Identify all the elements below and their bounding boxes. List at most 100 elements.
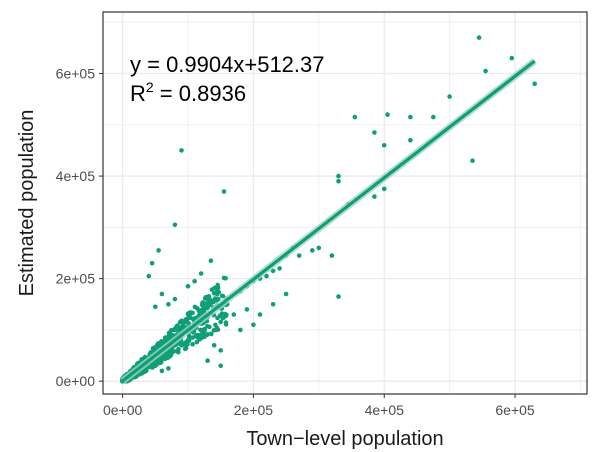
data-point bbox=[316, 245, 322, 251]
y-tick-label: 6e+05 bbox=[56, 66, 96, 82]
y-tick-label: 4e+05 bbox=[56, 168, 96, 184]
r-squared-base: R bbox=[130, 81, 146, 106]
data-point bbox=[214, 327, 219, 333]
data-point bbox=[213, 322, 218, 328]
data-point bbox=[206, 301, 212, 307]
data-point bbox=[208, 331, 214, 337]
data-point bbox=[202, 326, 207, 332]
data-point bbox=[169, 348, 174, 353]
data-point bbox=[186, 338, 192, 343]
data-point bbox=[381, 186, 387, 192]
data-point bbox=[381, 143, 387, 148]
regression-equation: y = 0.9904x+512.37 bbox=[130, 52, 325, 77]
data-point bbox=[222, 311, 228, 317]
data-point bbox=[183, 320, 189, 325]
data-point bbox=[172, 222, 178, 228]
data-point bbox=[185, 284, 191, 289]
y-axis-title: Estimated population bbox=[16, 110, 38, 297]
data-point bbox=[205, 358, 210, 364]
data-point bbox=[149, 260, 155, 266]
data-point bbox=[270, 302, 276, 307]
data-point bbox=[385, 112, 390, 117]
data-point bbox=[153, 363, 158, 369]
data-point bbox=[509, 55, 515, 61]
data-point bbox=[336, 294, 341, 299]
data-point bbox=[153, 304, 158, 310]
data-point bbox=[204, 305, 209, 311]
data-point bbox=[203, 295, 209, 300]
data-point bbox=[336, 173, 341, 179]
data-point bbox=[296, 253, 302, 258]
data-point bbox=[264, 273, 269, 279]
data-point bbox=[336, 178, 341, 184]
data-point bbox=[185, 311, 191, 316]
data-point bbox=[221, 275, 227, 281]
data-point bbox=[208, 258, 214, 264]
data-point bbox=[190, 342, 195, 347]
data-point bbox=[431, 114, 436, 120]
data-point bbox=[212, 298, 217, 303]
data-point bbox=[162, 356, 168, 362]
data-point bbox=[159, 291, 165, 297]
panel-border bbox=[102, 11, 588, 395]
data-point bbox=[183, 340, 188, 345]
data-point bbox=[194, 305, 200, 311]
x-tick-label: 2e+05 bbox=[234, 402, 274, 418]
r-squared-annotation: R2 = 0.8936 bbox=[130, 79, 246, 106]
data-point bbox=[142, 368, 148, 374]
y-tick-label: 2e+05 bbox=[56, 271, 96, 287]
data-point bbox=[218, 348, 223, 353]
data-point bbox=[220, 315, 226, 321]
data-point bbox=[198, 327, 203, 333]
data-point bbox=[231, 312, 237, 317]
r-squared-value: = 0.8936 bbox=[154, 81, 246, 106]
data-point bbox=[408, 137, 413, 143]
data-point bbox=[310, 248, 315, 253]
data-point bbox=[257, 312, 263, 317]
data-point bbox=[172, 296, 178, 302]
data-point bbox=[159, 368, 165, 374]
data-point bbox=[199, 332, 204, 337]
x-axis-title: Town−level population bbox=[246, 428, 443, 450]
data-point bbox=[158, 359, 164, 365]
data-point bbox=[329, 253, 335, 258]
data-point bbox=[218, 363, 223, 369]
data-point bbox=[198, 271, 204, 276]
data-point bbox=[408, 114, 413, 120]
data-point bbox=[244, 307, 250, 312]
data-point bbox=[277, 266, 282, 271]
data-point bbox=[197, 311, 203, 316]
x-tick-label: 6e+05 bbox=[495, 402, 535, 418]
r-squared-superscript: 2 bbox=[146, 79, 154, 95]
data-point bbox=[190, 310, 195, 316]
data-point bbox=[166, 331, 172, 337]
data-point bbox=[352, 114, 358, 120]
data-point bbox=[168, 352, 174, 357]
data-point bbox=[186, 333, 192, 339]
data-point bbox=[223, 322, 229, 327]
data-point bbox=[214, 288, 220, 294]
data-point bbox=[283, 291, 289, 297]
data-point bbox=[156, 248, 161, 253]
data-point bbox=[219, 293, 225, 299]
data-point bbox=[174, 348, 179, 354]
data-point bbox=[470, 158, 475, 163]
x-axis-ticks: 0e+00 2e+05 4e+05 6e+05 bbox=[103, 394, 535, 418]
data-point bbox=[211, 343, 217, 348]
data-point bbox=[372, 194, 377, 199]
data-point bbox=[192, 278, 197, 284]
data-point bbox=[185, 315, 191, 321]
data-point bbox=[179, 148, 184, 153]
data-point bbox=[178, 340, 183, 346]
data-point bbox=[190, 335, 195, 340]
data-point bbox=[270, 268, 276, 274]
data-point bbox=[146, 273, 152, 279]
data-point bbox=[476, 35, 482, 40]
data-point bbox=[176, 325, 182, 330]
data-point bbox=[166, 302, 171, 307]
data-point bbox=[204, 332, 209, 338]
data-point bbox=[221, 189, 227, 194]
data-point bbox=[238, 327, 243, 333]
y-tick-label: 0e+00 bbox=[56, 373, 96, 389]
